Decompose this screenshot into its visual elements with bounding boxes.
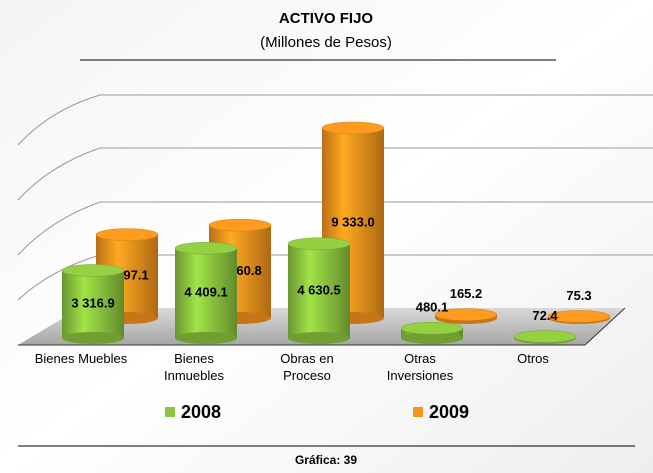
bar-top bbox=[95, 228, 159, 241]
bar bbox=[287, 237, 351, 344]
bar bbox=[547, 310, 611, 324]
x-tick-label: Otros bbox=[517, 351, 549, 366]
bar-top bbox=[287, 237, 351, 250]
data-label: 4 409.1 bbox=[184, 285, 227, 300]
x-tick-label: Bienes Inmuebles bbox=[164, 351, 224, 383]
bar-bottom bbox=[175, 332, 237, 344]
bar-bottom bbox=[62, 332, 124, 344]
data-label: 72.4 bbox=[532, 308, 558, 323]
bar-top bbox=[208, 218, 272, 232]
caption: Gráfica: 39 bbox=[295, 453, 357, 467]
bar-top bbox=[434, 308, 498, 321]
bar-top bbox=[400, 321, 464, 335]
bar-bottom bbox=[401, 332, 463, 344]
legend-label: 2009 bbox=[429, 402, 469, 422]
bar-top bbox=[321, 121, 385, 135]
bar bbox=[513, 330, 577, 344]
bar-top bbox=[61, 264, 125, 277]
data-label: 3 316.9 bbox=[71, 296, 114, 311]
bar bbox=[400, 321, 464, 344]
bar-top bbox=[513, 330, 577, 343]
bar-top bbox=[547, 310, 611, 323]
depth-axis bbox=[584, 307, 626, 346]
legend-swatch bbox=[165, 407, 175, 417]
chart-title: ACTIVO FIJO bbox=[279, 10, 374, 27]
bar-body bbox=[62, 270, 124, 338]
data-label: 75.3 bbox=[566, 288, 591, 303]
bar bbox=[61, 264, 125, 344]
x-tick-label: Obras en Proceso bbox=[280, 351, 334, 383]
bar-top bbox=[174, 241, 238, 255]
data-label: 165.2 bbox=[450, 286, 483, 301]
x-tick-label: Otras Inversiones bbox=[386, 351, 454, 383]
legend-swatch bbox=[413, 407, 423, 417]
bar bbox=[174, 241, 238, 344]
chart-subtitle: (Millones de Pesos) bbox=[260, 34, 392, 51]
x-tick-label: Bienes Muebles bbox=[34, 351, 128, 366]
data-label: 480.1 bbox=[416, 300, 449, 315]
legend-label: 2008 bbox=[181, 402, 221, 422]
bar-bottom bbox=[288, 332, 350, 344]
bar-body bbox=[175, 248, 237, 338]
data-label: 9 333.0 bbox=[331, 214, 374, 229]
bar bbox=[434, 308, 498, 324]
bar-body bbox=[288, 243, 350, 338]
data-label: 4 630.5 bbox=[297, 282, 340, 297]
